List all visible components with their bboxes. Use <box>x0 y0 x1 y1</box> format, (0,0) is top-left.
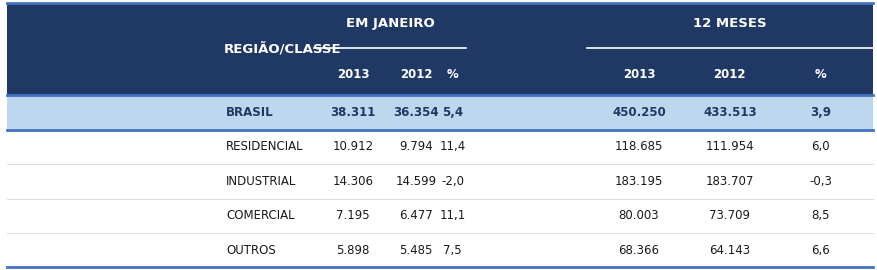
Bar <box>7 233 873 267</box>
Bar <box>7 3 873 54</box>
Text: 8,5: 8,5 <box>811 209 830 222</box>
Text: 73.709: 73.709 <box>709 209 751 222</box>
Text: 64.143: 64.143 <box>709 244 751 256</box>
Text: EM JANEIRO: EM JANEIRO <box>346 16 434 30</box>
Text: %: % <box>447 68 459 81</box>
Text: INDUSTRIAL: INDUSTRIAL <box>226 175 296 188</box>
Text: REGIÃO/CLASSE: REGIÃO/CLASSE <box>224 42 341 56</box>
Text: 5.898: 5.898 <box>337 244 370 256</box>
Text: 9.794: 9.794 <box>399 140 433 153</box>
Text: OUTROS: OUTROS <box>226 244 276 256</box>
Text: 10.912: 10.912 <box>332 140 374 153</box>
Bar <box>7 54 873 95</box>
Text: 6,0: 6,0 <box>811 140 830 153</box>
Text: BRASIL: BRASIL <box>226 106 274 119</box>
Text: 6,6: 6,6 <box>811 244 830 256</box>
Text: -2,0: -2,0 <box>441 175 464 188</box>
Text: %: % <box>815 68 826 81</box>
Text: 14.599: 14.599 <box>396 175 437 188</box>
Bar <box>7 95 873 130</box>
Text: 3,9: 3,9 <box>810 106 831 119</box>
Text: COMERCIAL: COMERCIAL <box>226 209 295 222</box>
Text: 5,4: 5,4 <box>442 106 463 119</box>
Text: 12 MESES: 12 MESES <box>693 16 766 30</box>
Text: -0,3: -0,3 <box>809 175 832 188</box>
Text: 183.195: 183.195 <box>615 175 663 188</box>
Text: 80.003: 80.003 <box>618 209 660 222</box>
Text: 7.195: 7.195 <box>337 209 370 222</box>
Text: 433.513: 433.513 <box>703 106 757 119</box>
Text: 2012: 2012 <box>400 68 432 81</box>
Text: 14.306: 14.306 <box>332 175 374 188</box>
Text: 36.354: 36.354 <box>393 106 438 119</box>
Text: 2013: 2013 <box>623 68 655 81</box>
Bar <box>466 3 587 95</box>
Bar <box>7 164 873 198</box>
Text: RESIDENCIAL: RESIDENCIAL <box>226 140 303 153</box>
Bar <box>7 198 873 233</box>
Text: 118.685: 118.685 <box>615 140 663 153</box>
Text: 2012: 2012 <box>714 68 746 81</box>
Text: 68.366: 68.366 <box>618 244 660 256</box>
Text: 38.311: 38.311 <box>331 106 376 119</box>
Text: 6.477: 6.477 <box>399 209 433 222</box>
Bar <box>7 130 873 164</box>
Text: 111.954: 111.954 <box>705 140 754 153</box>
Text: 7,5: 7,5 <box>444 244 462 256</box>
Text: 183.707: 183.707 <box>706 175 754 188</box>
Text: 2013: 2013 <box>337 68 369 81</box>
Text: 450.250: 450.250 <box>612 106 666 119</box>
Text: 5.485: 5.485 <box>399 244 432 256</box>
Text: 11,1: 11,1 <box>439 209 466 222</box>
Text: 11,4: 11,4 <box>439 140 466 153</box>
